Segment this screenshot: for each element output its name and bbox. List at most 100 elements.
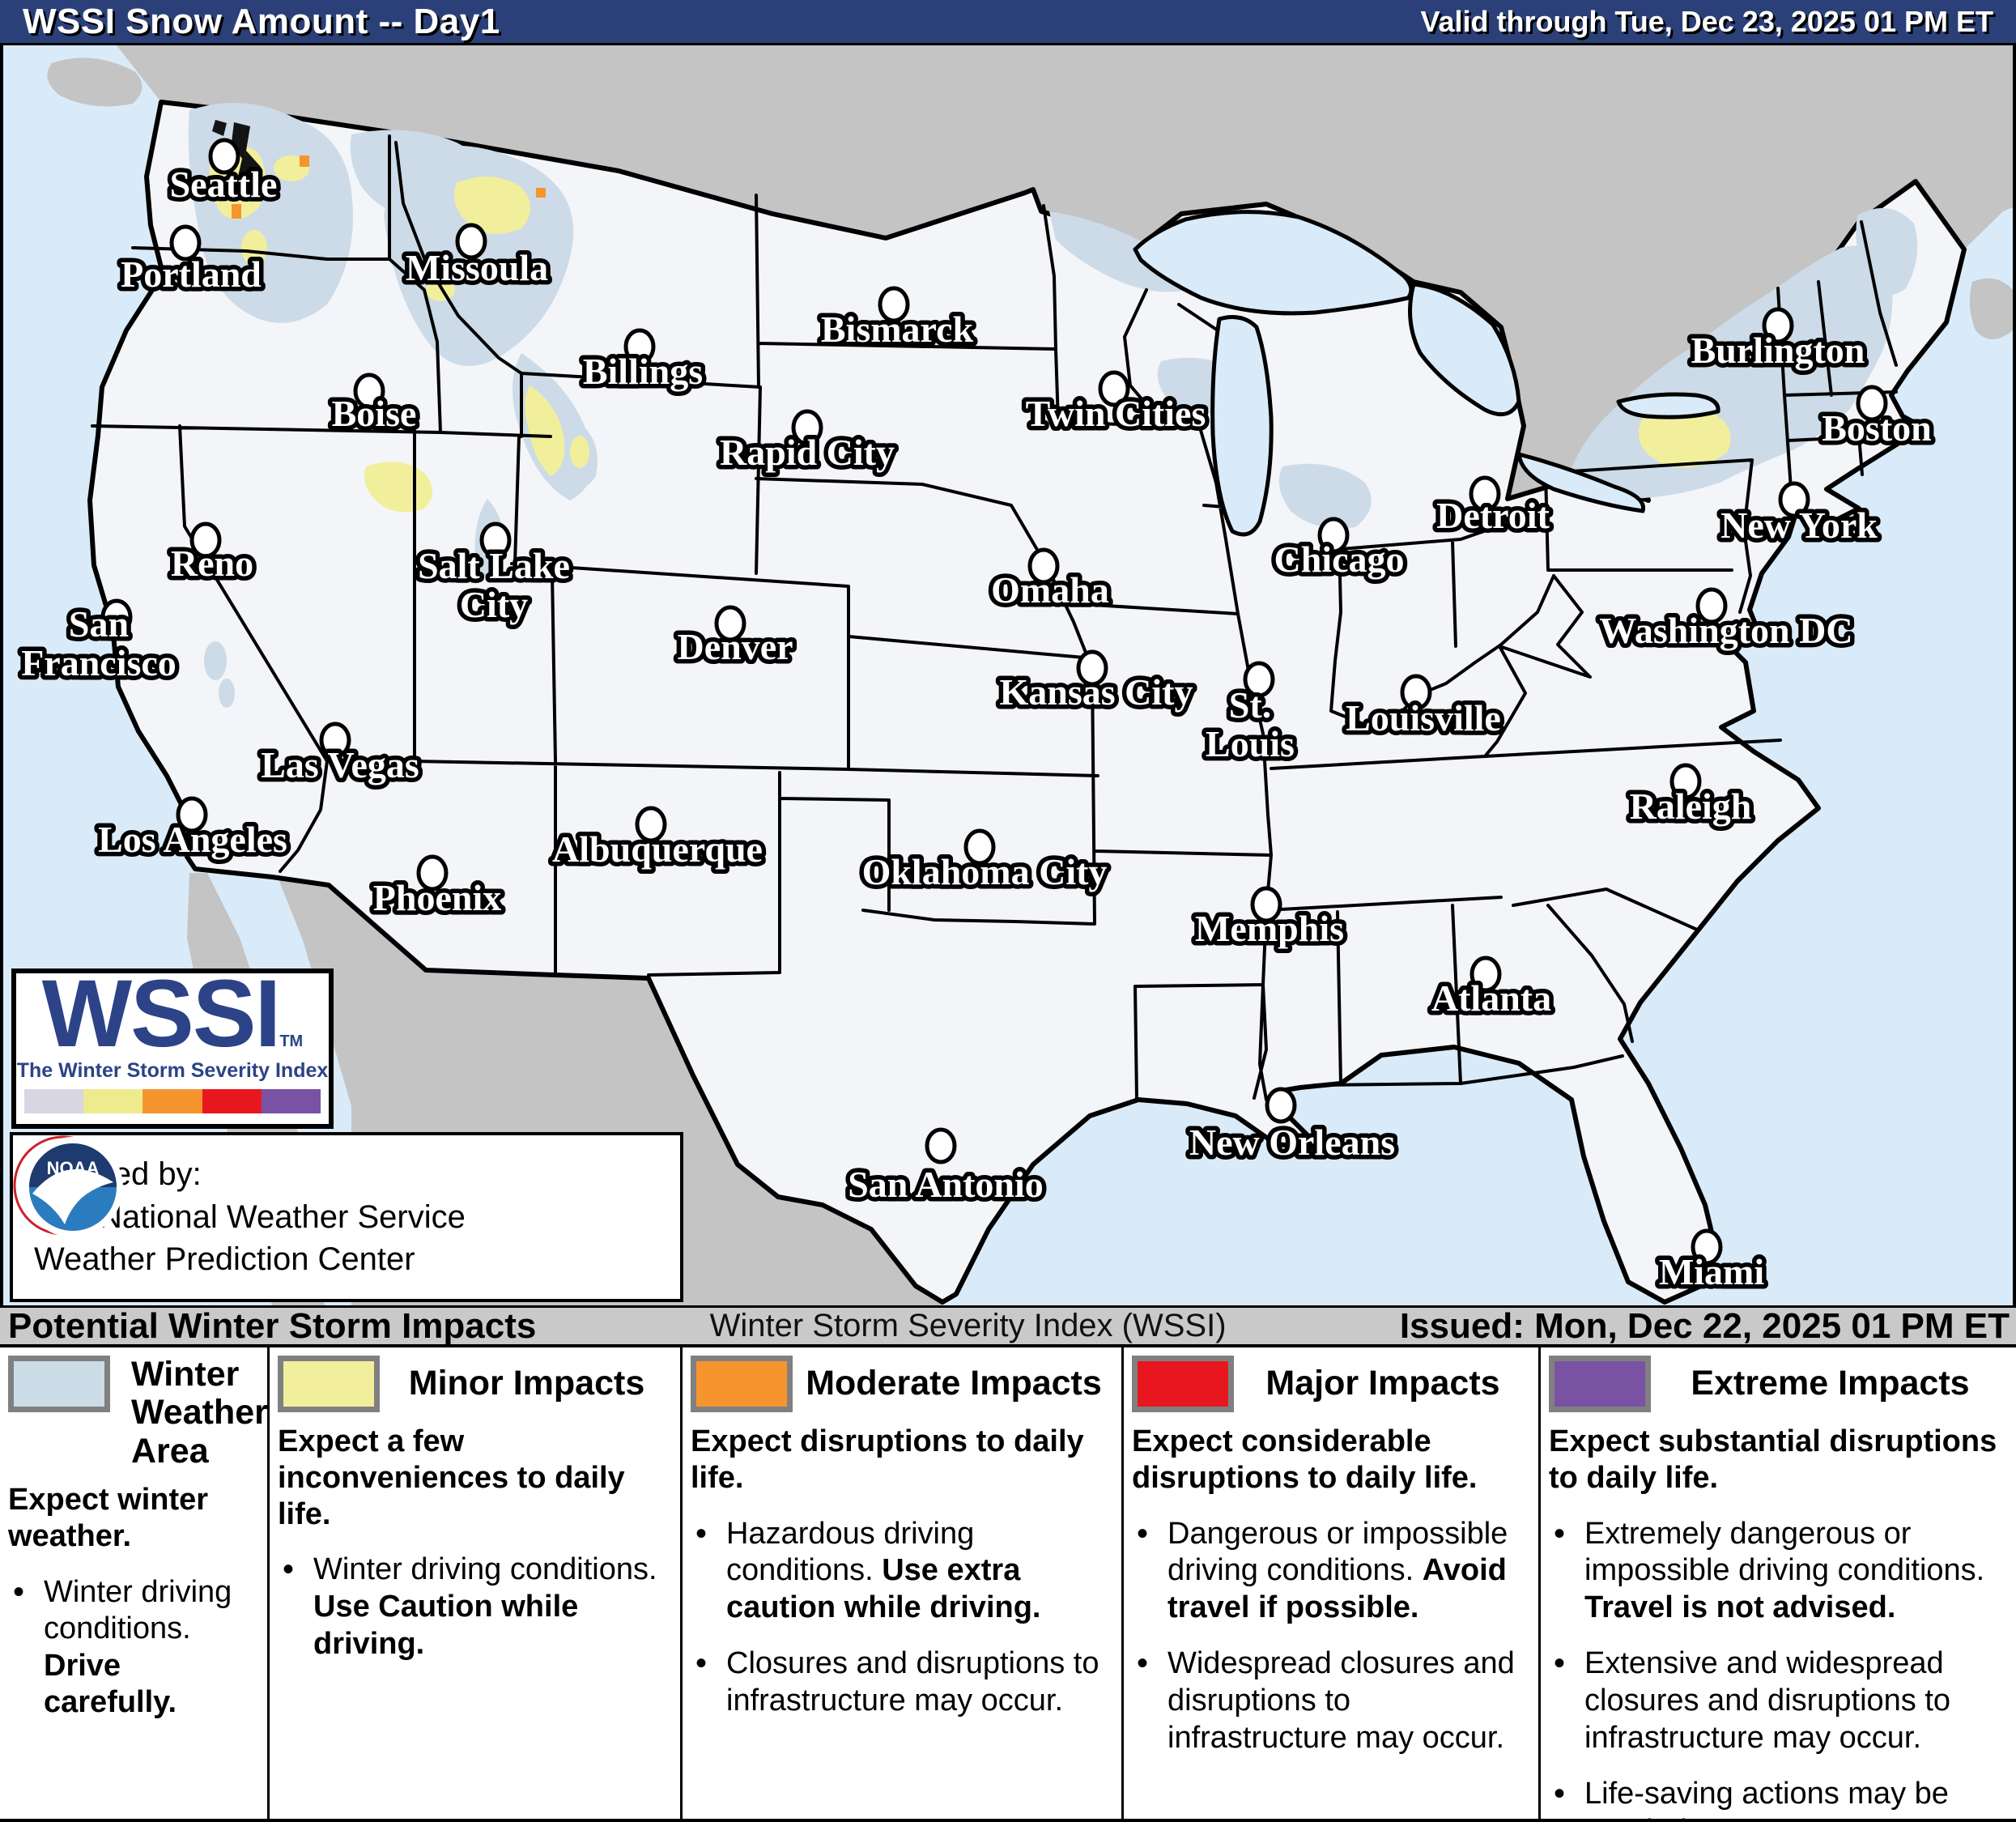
legend-bullet: Extensive and widespread closures and di…: [1549, 1644, 2010, 1756]
city-dot: [100, 598, 133, 636]
city-dot: [925, 1127, 957, 1164]
legend-intro: Expect winter weather.: [8, 1482, 209, 1553]
city-dot: [176, 796, 208, 833]
severity-color-swatch: [24, 1089, 84, 1113]
city-dot: [353, 372, 385, 410]
city-dot: [1469, 956, 1502, 993]
moderate-impacts-swatch: [691, 1356, 793, 1412]
city-dot: [208, 138, 240, 175]
city-dot: [189, 521, 222, 559]
city-dot: [1265, 1087, 1297, 1124]
severity-color-swatch: [142, 1089, 202, 1113]
city-markers-layer: Seattle Portland Missoula Billings Bismarck B…: [17, 138, 1936, 1297]
legend-divider: [1121, 1347, 1124, 1819]
city-dot: [1317, 517, 1350, 554]
city-label: Atlanta: [1431, 977, 1551, 1019]
city-dot: [1695, 587, 1728, 624]
city-label: Miami: [1659, 1251, 1765, 1292]
legend-intro: Expect disruptions to daily life.: [691, 1424, 1084, 1495]
legend-bullet: Hazardous driving conditions. Use extra …: [691, 1514, 1115, 1627]
header-bar: WSSI Snow Amount -- Day1 Valid through T…: [0, 0, 2016, 45]
legend-column-winter-weather: Winter Weather Area Expect winter weathe…: [0, 1347, 268, 1819]
legend-bullets: Extremely dangerous or impossible drivin…: [1549, 1514, 2010, 1822]
winter-weather-swatch: [8, 1356, 110, 1412]
city-label: Portland: [121, 253, 262, 295]
city-label: Memphis: [1195, 908, 1344, 949]
city-label: Los Angeles: [98, 819, 287, 860]
wssi-index-label: Winter Storm Severity Index (WSSI): [709, 1308, 1227, 1343]
city-dot: [1076, 649, 1108, 687]
legend-bullets: Dangerous or impossible driving conditio…: [1132, 1514, 1532, 1757]
credit-line3: Weather Prediction Center: [34, 1241, 415, 1278]
legend-bullet: Closures and disruptions to infrastructu…: [691, 1644, 1115, 1719]
legend-bullet: Winter driving conditions. Use Caution w…: [278, 1550, 674, 1662]
city-dot: [1691, 1228, 1723, 1266]
city-dot: [1027, 547, 1060, 585]
noaa-seal-icon: NOAA: [23, 1137, 123, 1237]
credit-box: NOAA Created by: The National Weather Se…: [10, 1132, 683, 1302]
city-label: Kansas City: [1000, 671, 1193, 713]
city-label: Raleigh: [1630, 785, 1752, 827]
city-label: St. Louis: [1206, 684, 1295, 764]
city-dot: [416, 854, 449, 892]
svg-text:NOAA: NOAA: [47, 1158, 100, 1178]
legend-divider: [680, 1347, 683, 1819]
city-label: Phoenix: [373, 877, 501, 918]
wssi-logo: WSSITM The Winter Storm Severity Index: [11, 960, 334, 1129]
city-dot: [319, 722, 351, 759]
city-dot: [1098, 370, 1130, 407]
minor-impacts-swatch: [278, 1356, 380, 1412]
wssi-logo-subtitle: The Winter Storm Severity Index: [16, 1059, 329, 1082]
city-dot: [1669, 763, 1702, 800]
city-label: San Francisco: [21, 603, 177, 683]
impacts-title-bar: Potential Winter Storm Impacts Winter St…: [0, 1305, 2016, 1347]
legend-column-minor: Minor Impacts Expect a few inconvenience…: [270, 1347, 680, 1819]
city-label: Albuquerque: [552, 828, 763, 870]
legend-bullet: Widespread closures and disruptions to i…: [1132, 1644, 1532, 1756]
city-dot: [1469, 475, 1501, 513]
page-title: WSSI Snow Amount -- Day1: [23, 1, 500, 41]
great-lakes: [1133, 210, 1720, 537]
legend-bullets: Hazardous driving conditions. Use extra …: [691, 1514, 1115, 1720]
city-dot: [169, 224, 202, 262]
city-dot: [1400, 674, 1432, 711]
city-dot: [455, 223, 487, 260]
city-label: Twin Cities: [1026, 393, 1206, 434]
city-label: Louisville: [1346, 697, 1501, 739]
extreme-impacts-swatch: [1549, 1356, 1651, 1412]
city-dot: [1762, 307, 1794, 344]
vancouver-island: [47, 57, 142, 107]
legend-title: Major Impacts: [1265, 1364, 1500, 1403]
city-label: Detroit: [1436, 495, 1550, 536]
city-label: Boise: [332, 393, 417, 434]
city-label: Burlington: [1691, 330, 1865, 371]
legend-intro: Expect considerable disruptions to daily…: [1132, 1424, 1478, 1495]
city-label: Washington DC: [1599, 610, 1852, 651]
valid-through-label: Valid through Tue, Dec 23, 2025 01 PM ET: [1420, 4, 1993, 38]
legend-bullets: Winter driving conditions. Use Caution w…: [278, 1550, 674, 1662]
wssi-wordmark: WSSITM: [41, 960, 304, 1067]
city-label: Las Vegas: [261, 744, 419, 785]
city-label: New Orleans: [1189, 1122, 1395, 1163]
city-label: Seattle: [170, 164, 278, 205]
city-label: Boston: [1822, 407, 1931, 449]
city-dot: [714, 605, 746, 642]
impacts-legend: Winter Weather Area Expect winter weathe…: [0, 1347, 2016, 1822]
city-dot: [791, 409, 823, 446]
city-dot: [1250, 886, 1282, 923]
legend-title: Minor Impacts: [408, 1364, 645, 1403]
legend-bullet: Dangerous or impossible driving conditio…: [1132, 1514, 1532, 1627]
puget-sound-water: [212, 120, 261, 196]
city-label: Rapid City: [720, 432, 895, 473]
severity-color-swatch: [202, 1089, 262, 1113]
canada-landmass: [117, 45, 2013, 500]
legend-bullets: Winter driving conditions. Drive careful…: [8, 1573, 261, 1722]
city-label: Salt Lake City: [418, 545, 570, 625]
city-dot: [878, 286, 910, 323]
city-dot: [1243, 661, 1275, 698]
city-label: Bismarck: [821, 309, 974, 350]
city-label: Billings: [583, 351, 703, 392]
us-impact-map: Seattle Portland Missoula Billings Bismarck B…: [0, 45, 2016, 1305]
legend-bullet: Winter driving conditions. Drive careful…: [8, 1573, 261, 1722]
